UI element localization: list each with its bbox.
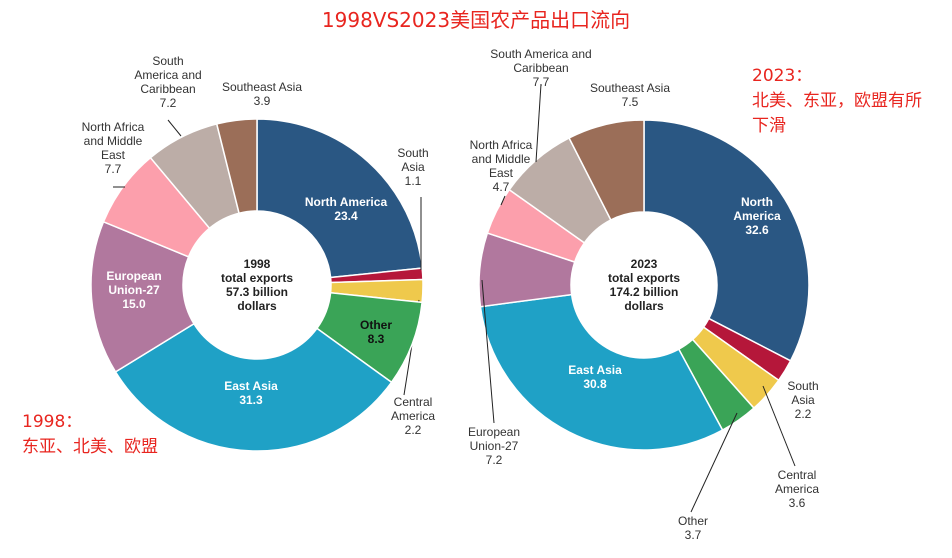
leader-line-north-africa-and-middle-east	[500, 195, 506, 206]
data-label-european-union-27: Union-27	[108, 283, 160, 297]
center-label: 57.3 billion	[226, 285, 288, 299]
center-label: 2023	[631, 257, 658, 271]
annotation-note: 北美、东亚，欧盟有所	[752, 91, 922, 111]
data-label-southeast-asia: Southeast Asia	[590, 81, 670, 95]
data-label-north-america: 32.6	[745, 223, 769, 237]
slice-north-america	[256, 118, 423, 279]
leader-line-other	[690, 412, 738, 513]
data-label-south-america-and-caribbean: 7.7	[533, 75, 550, 89]
data-label-north-africa-and-middle-east: 4.7	[493, 180, 510, 194]
data-label-south-asia: 2.2	[795, 407, 812, 421]
donut-chart-2023: NorthAmerica32.6SouthAsia2.2CentralAmeri…	[468, 47, 819, 542]
data-label-european-union-27: 7.2	[486, 453, 503, 467]
data-label-central-america: America	[775, 482, 819, 496]
slice-southeast-asia	[215, 118, 258, 215]
data-label-north-africa-and-middle-east: East	[489, 166, 514, 180]
data-label-central-america: 3.6	[789, 496, 806, 510]
data-label-central-america: Central	[394, 395, 433, 409]
data-label-north-africa-and-middle-east: North Africa	[82, 120, 145, 134]
center-label: total exports	[221, 271, 293, 285]
data-label-north-america: North	[741, 195, 773, 209]
data-label-south-asia: 1.1	[405, 174, 422, 188]
center-label: total exports	[608, 271, 680, 285]
slice-east-asia	[479, 293, 724, 451]
data-label-north-africa-and-middle-east: and Middle	[472, 152, 531, 166]
leader-line-south-america-and-caribbean	[535, 83, 542, 163]
data-label-north-africa-and-middle-east: East	[101, 148, 126, 162]
data-label-south-asia: Asia	[791, 393, 815, 407]
center-label: dollars	[624, 299, 664, 313]
data-label-european-union-27: 15.0	[122, 297, 146, 311]
data-label-southeast-asia: 7.5	[622, 95, 639, 109]
data-label-other: Other	[360, 318, 392, 332]
data-label-european-union-27: European	[106, 269, 161, 283]
data-label-south-america-and-caribbean: America and	[134, 68, 201, 82]
center-label: 1998	[244, 257, 271, 271]
donut-chart-1998: North America23.4SouthAsia1.1CentralAmer…	[82, 54, 435, 452]
data-label-other: Other	[678, 514, 708, 528]
data-label-south-america-and-caribbean: 7.2	[160, 96, 177, 110]
data-label-south-asia: Asia	[401, 160, 425, 174]
data-label-east-asia: 31.3	[239, 393, 263, 407]
data-label-european-union-27: Union-27	[470, 439, 519, 453]
annotation-note: 东亚、北美、欧盟	[22, 437, 158, 457]
data-label-south-america-and-caribbean: Caribbean	[513, 61, 568, 75]
data-label-north-america: 23.4	[334, 209, 358, 223]
annotation-note: 2023：	[752, 66, 812, 86]
data-label-southeast-asia: 3.9	[254, 94, 271, 108]
data-label-east-asia: East Asia	[568, 363, 622, 377]
leader-line-european-union-27	[481, 279, 495, 424]
data-label-european-union-27: European	[468, 425, 520, 439]
data-label-east-asia: East Asia	[224, 379, 278, 393]
data-label-north-america: North America	[305, 195, 388, 209]
data-label-south-america-and-caribbean: Caribbean	[140, 82, 195, 96]
data-label-north-america: America	[733, 209, 781, 223]
annotation-note: 1998：	[22, 412, 82, 432]
data-label-central-america: Central	[778, 468, 817, 482]
data-label-south-america-and-caribbean: South	[152, 54, 183, 68]
data-label-central-america: America	[391, 409, 435, 423]
data-label-north-africa-and-middle-east: and Middle	[84, 134, 143, 148]
data-label-south-asia: South	[397, 146, 428, 160]
data-label-south-america-and-caribbean: South America and	[490, 47, 591, 61]
slice-european-union-27	[90, 220, 195, 373]
data-label-other: 8.3	[368, 332, 385, 346]
data-label-north-africa-and-middle-east: North Africa	[470, 138, 533, 152]
data-label-east-asia: 30.8	[583, 377, 607, 391]
slice-southeast-asia	[568, 119, 645, 221]
data-label-southeast-asia: Southeast Asia	[222, 80, 302, 94]
slice-north-america	[643, 119, 810, 362]
data-label-other: 3.7	[685, 528, 702, 542]
data-label-south-asia: South	[787, 379, 818, 393]
center-label: 174.2 billion	[610, 285, 679, 299]
leader-line-central-america	[762, 385, 796, 467]
data-label-central-america: 2.2	[405, 423, 422, 437]
center-label: dollars	[237, 299, 277, 313]
chart-title: 1998VS2023美国农产品出口流向	[322, 8, 630, 32]
leader-line-south-america-and-caribbean	[167, 119, 182, 137]
data-label-north-africa-and-middle-east: 7.7	[105, 162, 122, 176]
slice-east-asia	[114, 322, 393, 452]
annotation-note: 下滑	[752, 116, 786, 136]
